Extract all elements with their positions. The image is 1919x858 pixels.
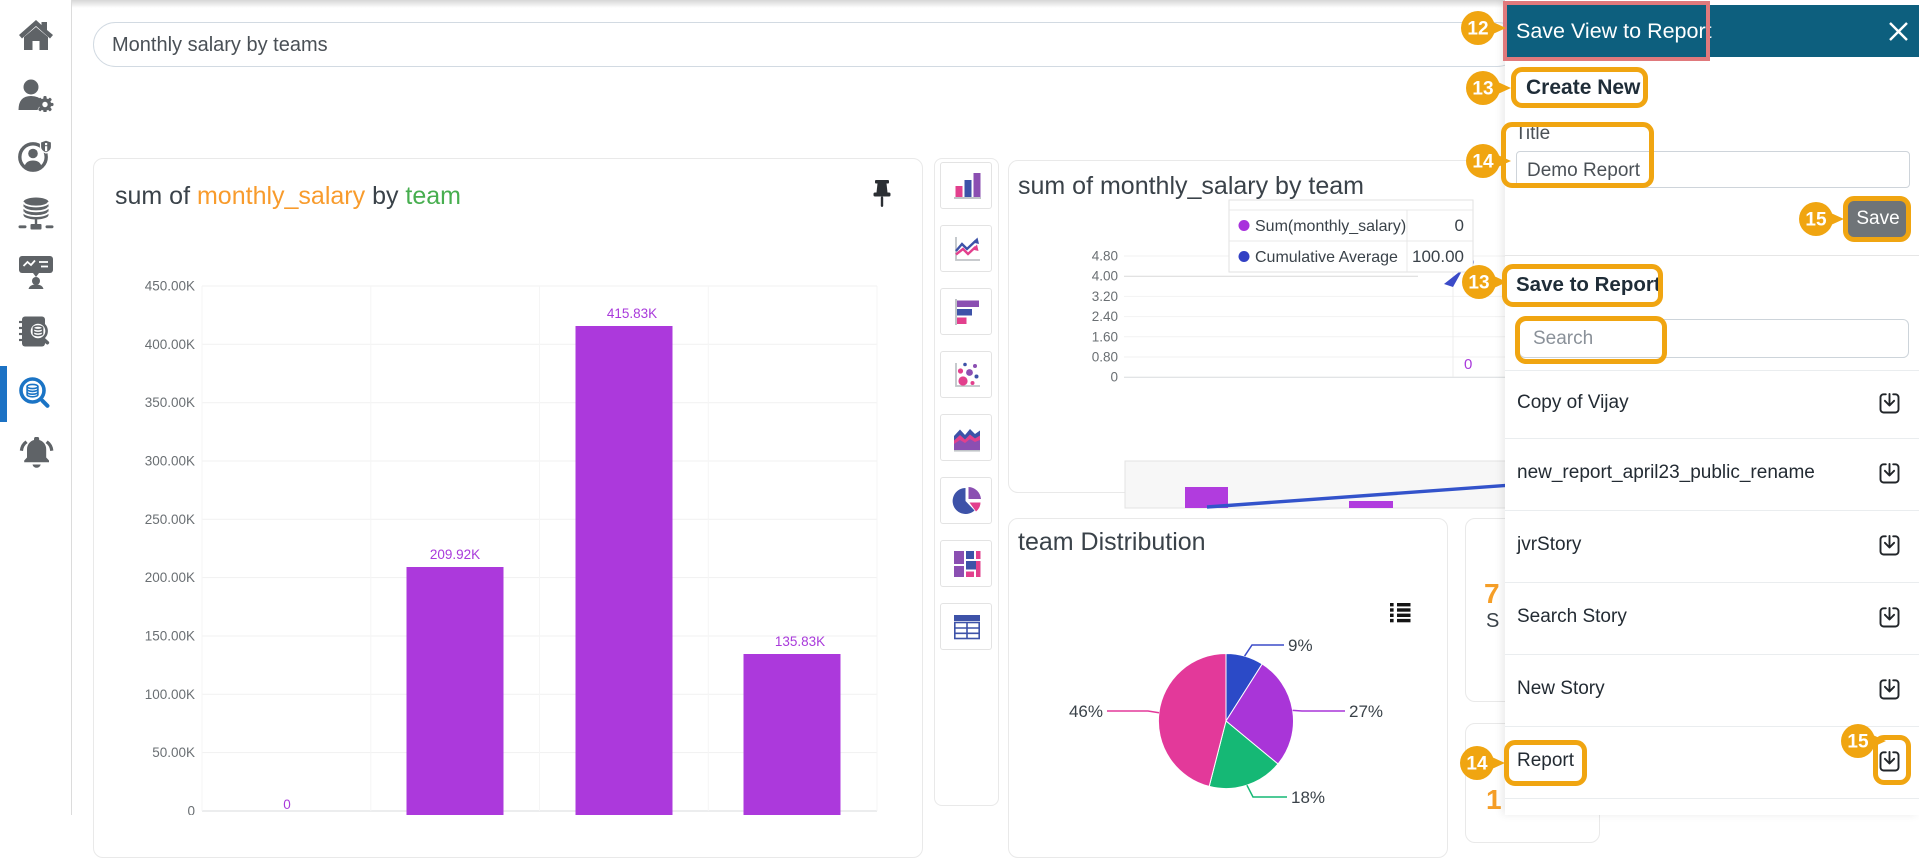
svg-text:14: 14 <box>1472 152 1494 173</box>
svg-text:15: 15 <box>1805 210 1827 231</box>
svg-text:50.00K: 50.00K <box>152 745 195 760</box>
svg-text:135.83K: 135.83K <box>775 634 825 649</box>
svg-text:400.00K: 400.00K <box>145 337 195 352</box>
svg-text:150.00K: 150.00K <box>145 629 195 644</box>
svg-text:3.20: 3.20 <box>1092 289 1118 304</box>
svg-text:250.00K: 250.00K <box>145 512 195 527</box>
svg-text:27%: 27% <box>1349 702 1383 721</box>
svg-text:0: 0 <box>187 804 195 816</box>
svg-text:4.00: 4.00 <box>1092 269 1118 284</box>
svg-text:0: 0 <box>1110 370 1118 385</box>
svg-text:12: 12 <box>1467 19 1488 40</box>
svg-text:0.80: 0.80 <box>1092 350 1118 365</box>
svg-text:Sum(monthly_salary): Sum(monthly_salary) <box>1255 218 1406 235</box>
svg-text:14: 14 <box>1466 754 1488 775</box>
svg-text:0: 0 <box>1455 216 1464 235</box>
svg-text:Cumulative Average: Cumulative Average <box>1255 249 1398 266</box>
svg-text:18%: 18% <box>1291 788 1325 807</box>
svg-text:15: 15 <box>1847 732 1869 753</box>
svg-text:100.00: 100.00 <box>1412 247 1464 266</box>
svg-text:13: 13 <box>1468 273 1489 294</box>
svg-text:46%: 46% <box>1069 702 1103 721</box>
svg-text:2.40: 2.40 <box>1092 309 1118 324</box>
svg-text:0: 0 <box>1464 356 1472 373</box>
svg-text:1.60: 1.60 <box>1092 329 1118 344</box>
svg-text:0: 0 <box>283 797 291 812</box>
svg-text:450.00K: 450.00K <box>145 279 195 294</box>
svg-text:100.00K: 100.00K <box>145 687 195 702</box>
svg-text:209.92K: 209.92K <box>430 547 480 562</box>
svg-text:13: 13 <box>1472 79 1493 100</box>
svg-text:350.00K: 350.00K <box>145 395 195 410</box>
svg-text:415.83K: 415.83K <box>607 306 657 321</box>
svg-text:9%: 9% <box>1288 636 1313 655</box>
svg-text:200.00K: 200.00K <box>145 570 195 585</box>
svg-text:300.00K: 300.00K <box>145 454 195 469</box>
svg-text:4.80: 4.80 <box>1092 249 1118 264</box>
